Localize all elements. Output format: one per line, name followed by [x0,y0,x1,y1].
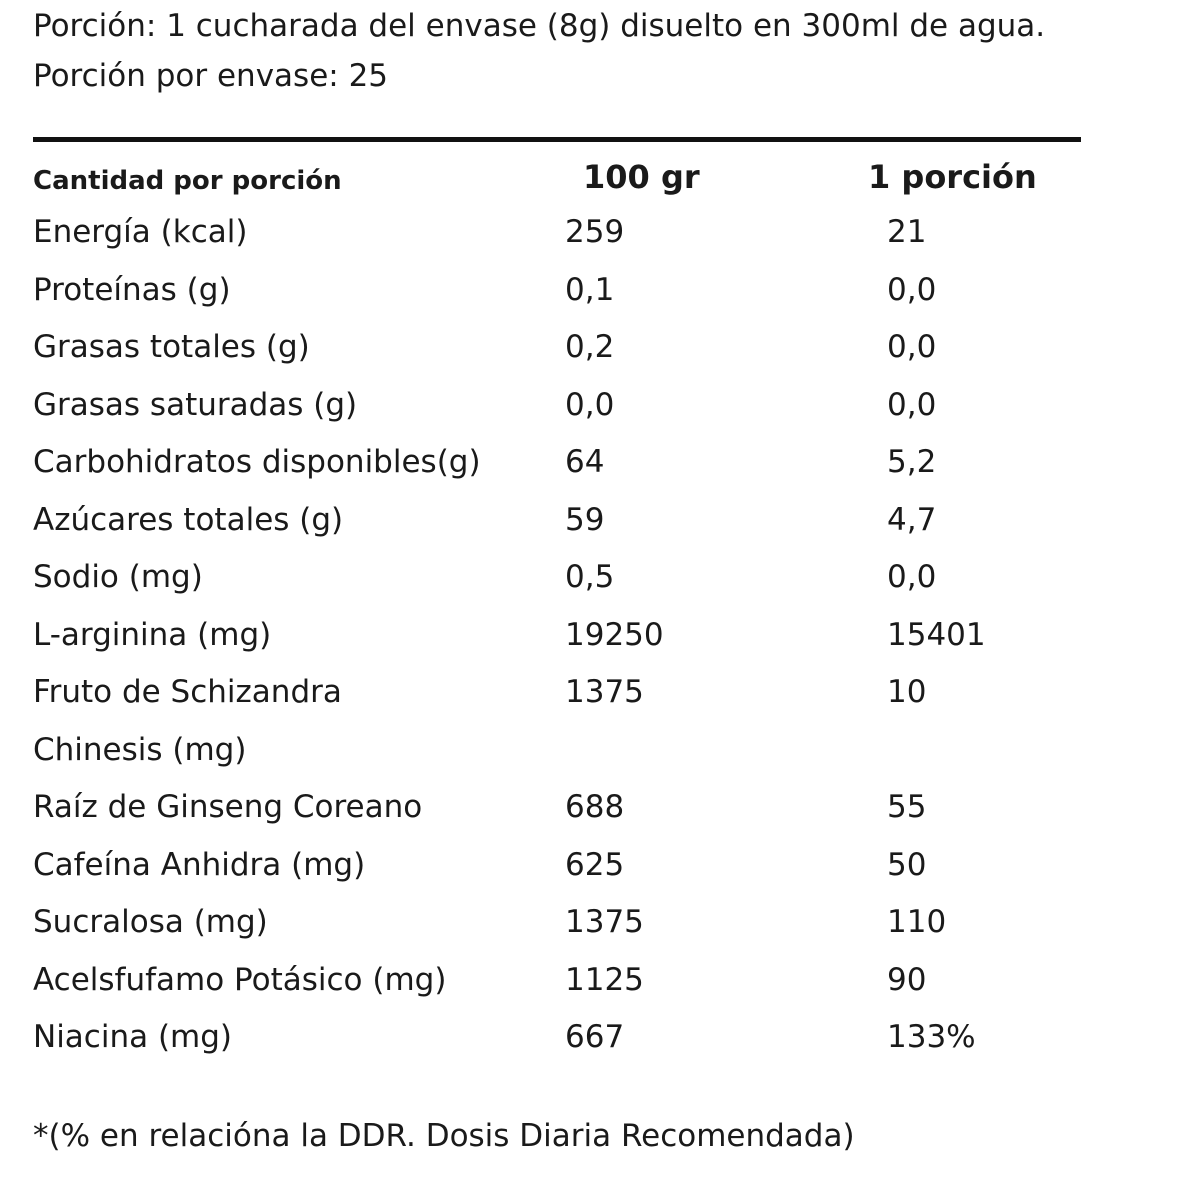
nutrient-name: Sodio (mg) [33,559,203,595]
nutrient-value: 55 [887,789,927,825]
nutrient-value: 0,0 [887,386,937,423]
table-row: Acelsfufamo Potásico (mg) 1125 90 [33,952,1133,1010]
nutrient-value: 0,0 [565,386,615,423]
footnote: *(% en relacióna la DDR. Dosis Diaria Re… [33,1118,855,1154]
table: Energía (kcal) 259 21 Proteínas (g) 0,1 0,0 Gr… [33,204,1133,1067]
column-header: Cantidad por porción [33,166,342,196]
nutrient-name: Energía (kcal) [33,214,248,250]
nutrient-value: 1375 [565,674,644,710]
table-row: Energía (kcal) 259 21 [33,204,1133,262]
nutrient-value: 0,1 [565,271,615,308]
nutrient-name: Acelsfufamo Potásico (mg) [33,961,447,998]
nutrient-name: Sucralosa (mg) [33,904,268,940]
nutrient-value: 0,0 [887,271,937,308]
nutrient-value: 133% [887,1019,976,1055]
table-row: Sucralosa (mg) 1375 110 [33,894,1133,952]
nutrient-value: 0,0 [887,559,937,595]
nutrient-name: Fruto de Schizandra Chinesis (mg) [33,674,342,768]
column-header: 1 porción [868,158,1037,196]
nutrient-value: 110 [887,904,947,940]
table-row: Carbohidratos disponibles(g) 64 5,2 [33,434,1133,492]
nutrient-value: 21 [887,214,927,250]
table-row: Sodio (mg) 0,5 0,0 [33,549,1133,607]
table-row: Grasas saturadas (g) 0,0 0,0 [33,377,1133,435]
servings-per-container: Porción por envase: 25 [33,58,389,94]
nutrient-value: 90 [887,961,927,998]
nutrient-value: 64 [565,444,605,480]
nutrient-value: 0,2 [565,329,615,365]
table-row: Niacina (mg) 667 133% [33,1009,1133,1067]
nutrient-value: 59 [565,501,605,538]
nutrient-value: 15401 [887,616,986,653]
table-row: Azúcares totales (g) 59 4,7 [33,492,1133,550]
nutrient-value: 50 [887,846,927,883]
nutrient-value: 667 [565,1019,625,1055]
nutrient-value: 5,2 [887,444,937,480]
nutrient-name: Grasas totales (g) [33,329,310,365]
nutrient-name: Carbohidratos disponibles(g) [33,444,481,480]
nutrient-name: Cafeína Anhidra (mg) [33,846,366,883]
nutrient-value: 1125 [565,961,644,998]
nutrient-value: 10 [887,674,927,710]
nutrient-value: 259 [565,214,625,250]
table-row: Raíz de Ginseng Coreano 688 55 [33,779,1133,837]
nutrient-name: Niacina (mg) [33,1019,233,1055]
divider [33,137,1081,142]
nutrient-value: 0,0 [887,329,937,365]
table-row: Proteínas (g) 0,1 0,0 [33,262,1133,320]
table-row: Fruto de Schizandra Chinesis (mg) 1375 10 [33,664,1133,779]
nutrient-name: Proteínas (g) [33,271,231,308]
table-row: L-arginina (mg) 19250 15401 [33,607,1133,665]
table-row: Grasas totales (g) 0,2 0,0 [33,319,1133,377]
nutrient-value: 625 [565,846,625,883]
nutrient-value: 19250 [565,616,664,653]
nutrient-name: Azúcares totales (g) [33,501,344,538]
nutrient-value: 688 [565,789,625,825]
nutrient-value: 1375 [565,904,644,940]
serving-text: Porción: 1 cucharada del envase (8g) dis… [33,8,1046,44]
nutrient-value: 0,5 [565,559,615,595]
nutrient-name: Raíz de Ginseng Coreano [33,789,423,825]
nutrient-value: 4,7 [887,501,937,538]
table-row: Cafeína Anhidra (mg) 625 50 [33,837,1133,895]
nutrient-name: L-arginina (mg) [33,616,272,653]
nutrient-name: Grasas saturadas (g) [33,386,358,423]
column-header: 100 gr [583,158,700,196]
